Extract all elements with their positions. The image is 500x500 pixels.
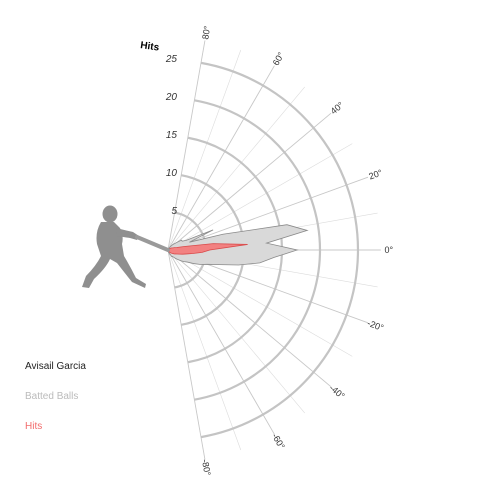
grid-spoke — [167, 143, 353, 251]
angle-tick-label: 20° — [367, 167, 384, 181]
grid-spoke — [167, 40, 206, 251]
legend-hits: Hits — [25, 421, 43, 432]
grid-spoke — [167, 112, 332, 251]
legend-player-name: Avisail Garcia — [25, 361, 86, 372]
angle-tick-label: -80° — [200, 458, 213, 476]
angle-tick-label: 40° — [329, 100, 346, 117]
legend-batted-balls: Batted Balls — [25, 391, 79, 402]
angle-tick-label: 0° — [384, 245, 393, 255]
radial-tick-label: 5 — [171, 206, 177, 217]
grid-spoke — [167, 249, 306, 414]
grid-spoke — [167, 65, 275, 251]
radial-tick-label: 15 — [166, 130, 178, 141]
angle-tick-label: -60° — [270, 432, 287, 452]
angle-tick-label: -40° — [328, 383, 347, 402]
batter-silhouette-icon — [82, 205, 170, 288]
angle-tick-label: -20° — [366, 318, 385, 333]
angle-tick-label: 60° — [271, 50, 287, 67]
grid-spoke — [167, 249, 242, 451]
grid-spoke — [167, 249, 332, 388]
radial-tick-label: 20 — [165, 92, 178, 103]
radial-axis-title: Hits — [140, 40, 161, 54]
hits-area — [167, 243, 248, 255]
grid-spoke — [167, 249, 206, 460]
radial-tick-label: 10 — [166, 168, 178, 179]
grid-ring — [194, 99, 322, 401]
chart-areas — [167, 224, 309, 266]
grid-spoke — [167, 86, 306, 251]
grid-spoke — [167, 176, 369, 251]
radial-tick-label: 25 — [165, 54, 178, 65]
grid-spoke — [167, 49, 242, 251]
grid-ring — [200, 61, 359, 439]
angle-tick-label: 80° — [200, 25, 212, 41]
grid-spoke — [167, 249, 275, 435]
angle-spokes — [167, 40, 381, 460]
grid-spoke — [167, 249, 353, 357]
